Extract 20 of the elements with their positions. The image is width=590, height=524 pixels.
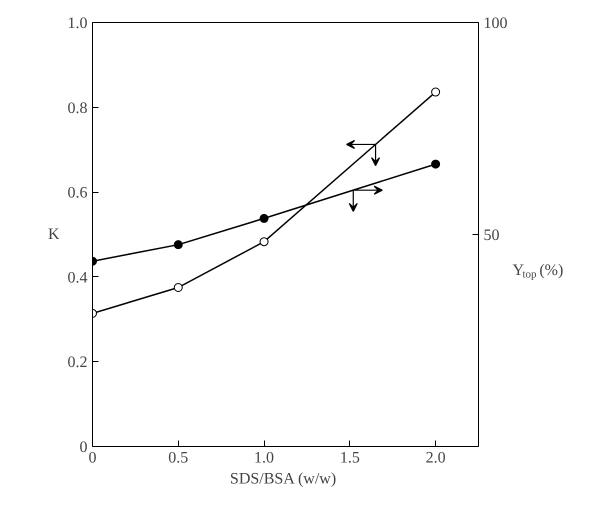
y-tick-label: 0.2 (68, 354, 88, 372)
y2-tick-label: 100 (484, 15, 508, 32)
point (431, 88, 440, 97)
point (174, 240, 183, 250)
point (174, 283, 183, 292)
x-tick-label: 1.0 (254, 450, 274, 466)
x-tick-label: 0.5 (168, 450, 188, 466)
point (260, 214, 269, 223)
y-tick-label: 0 (80, 439, 88, 456)
x-tick-label: 1.5 (340, 450, 360, 466)
x-tick-label: 2.0 (426, 450, 446, 466)
y-tick-label: 0.4 (68, 269, 88, 286)
x-axis-title: SDS/BSA (w/w) (230, 470, 336, 488)
y-axis-title: K (48, 226, 60, 243)
y-tick-label: 1.0 (68, 15, 88, 32)
point (260, 237, 269, 246)
y-tick-label: 0.8 (68, 100, 88, 117)
y-tick-label: 0.6 (68, 184, 88, 202)
y2-tick-label: 50 (484, 227, 500, 244)
point (431, 160, 440, 169)
